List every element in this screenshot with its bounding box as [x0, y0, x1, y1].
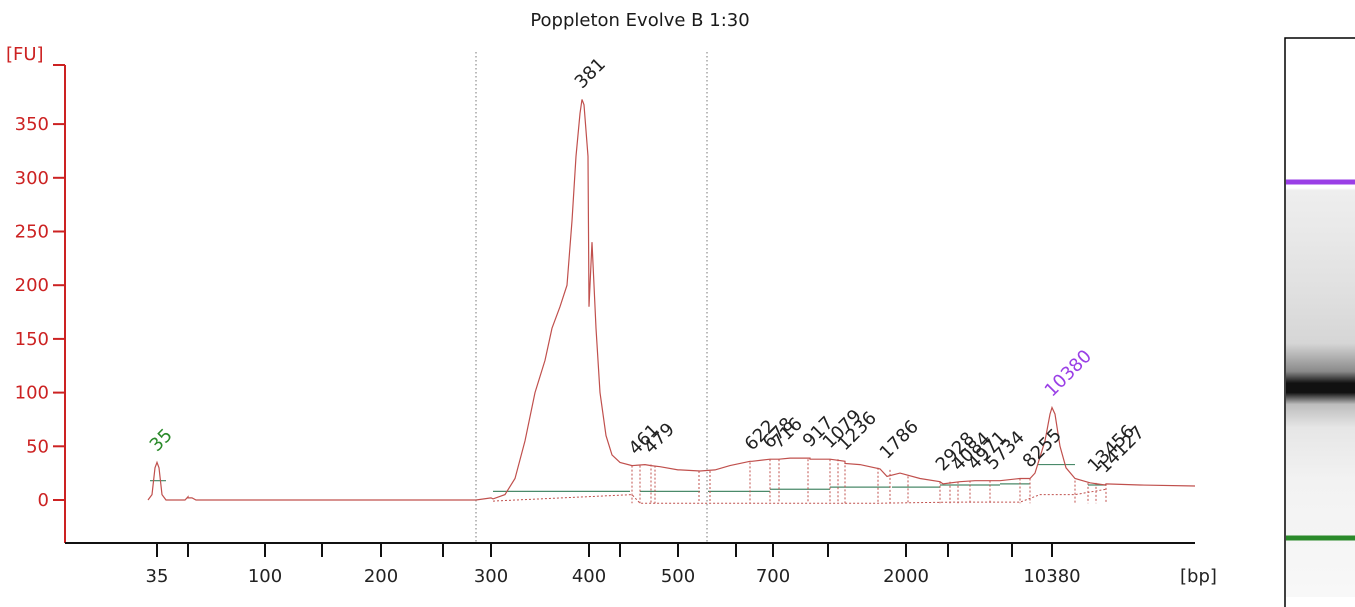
- gel-band-region: [1286, 127, 1355, 597]
- x-tick-label: 500: [661, 566, 695, 587]
- x-tick-label: 400: [572, 566, 606, 587]
- peak-label: 35: [146, 425, 177, 456]
- x-tick-label: 100: [248, 566, 282, 587]
- gel-lane: [1284, 37, 1355, 607]
- y-tick-label: 50: [26, 436, 49, 457]
- x-axis-unit: [bp]: [1180, 566, 1217, 587]
- y-tick-label: 150: [15, 329, 49, 350]
- peak-label: 1786: [876, 416, 923, 463]
- x-tick-label: 35: [146, 566, 169, 587]
- x-tick-label: 700: [756, 566, 790, 587]
- x-ticks: 35 100 200 300 400 500 700 2000 10380: [146, 543, 1081, 587]
- chart-title: Poppleton Evolve B 1:30: [530, 10, 749, 31]
- peak-integration-lines: [492, 459, 1107, 504]
- y-tick-label: 350: [15, 114, 49, 135]
- baseline: [150, 463, 1106, 493]
- trace: [147, 99, 1196, 501]
- y-ticks: 0 50 100 150 200 250 300 350: [15, 64, 65, 511]
- region-boundaries: [475, 52, 708, 543]
- peak-label: 381: [571, 54, 610, 93]
- y-tick-label: 100: [15, 383, 49, 404]
- y-tick-label: 250: [15, 222, 49, 243]
- x-tick-label: 10380: [1023, 566, 1080, 587]
- axes: [64, 65, 1195, 544]
- x-tick-label: 200: [364, 566, 398, 587]
- integration-envelope: [492, 488, 1107, 504]
- y-tick-label: 200: [15, 275, 49, 296]
- y-tick-label: 300: [15, 168, 49, 189]
- y-tick-label: 0: [38, 490, 49, 511]
- trace-line: [147, 99, 1196, 501]
- x-tick-label: 2000: [883, 566, 929, 587]
- peak-label: 10380: [1041, 346, 1096, 401]
- y-axis-unit: [FU]: [6, 44, 44, 65]
- x-tick-label: 300: [474, 566, 508, 587]
